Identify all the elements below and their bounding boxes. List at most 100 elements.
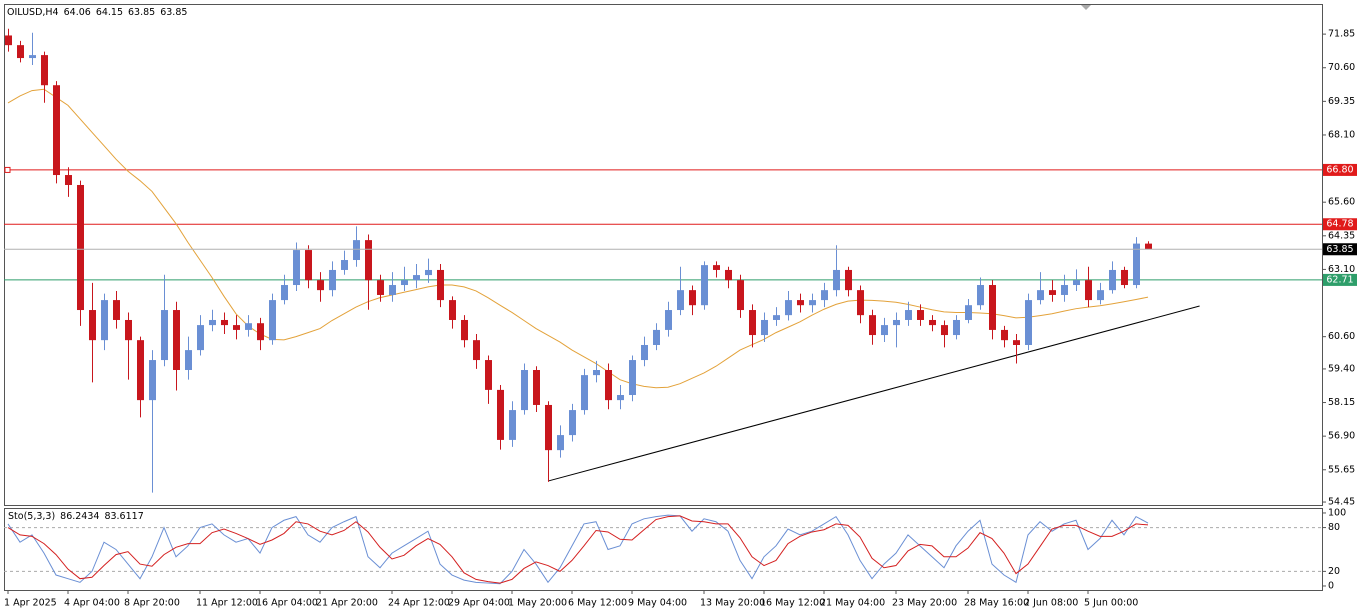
candle-body [809,300,816,306]
x-tick-label: 5 Jun 00:00 [1084,598,1138,609]
candle-body [1109,269,1116,291]
level-label-box [1323,163,1357,176]
candle-body [521,370,528,411]
candle-body [305,250,312,281]
x-tick-label: 29 Apr 04:00 [448,598,510,609]
candle-body [485,360,492,390]
level-label: 66.80 [1326,164,1353,175]
candle-body [905,310,912,320]
price-label-box [1323,243,1357,256]
candle-body [953,319,960,336]
candle-body [545,404,552,451]
y-tick-label: 20 [1328,566,1340,577]
candle-body [113,300,120,320]
candle-body [1013,340,1020,345]
candle-body [929,319,936,326]
level-anchor [4,166,11,173]
candle-body [221,319,228,326]
oscillator-title: Sto(5,3,3) [8,511,55,522]
candle-body [365,240,372,281]
candle-body [1073,280,1080,286]
x-tick-label: 4 Apr 04:00 [64,598,120,609]
x-tick-label: 16 May 12:00 [760,598,825,609]
trendline [547,305,1200,482]
candle-body [17,45,24,59]
y-tick-label: 100 [1328,507,1346,518]
y-tick-label: 55.65 [1328,464,1355,475]
candle-body [161,310,168,361]
y-tick-label: 69.35 [1328,96,1355,107]
candle-body [437,269,444,301]
candle-body [1061,285,1068,295]
x-tick-label: 16 Apr 04:00 [256,598,318,609]
y-tick-label: 71.85 [1328,29,1355,40]
candle-body [917,310,924,320]
y-tick-label: 64.35 [1328,230,1355,241]
level-label: 64.78 [1326,219,1353,230]
candle-body [353,240,360,261]
candle-body [677,290,684,311]
ohlc-open: 64.06 [64,7,91,18]
ohlc-high: 64.15 [96,7,123,18]
candle-body [5,35,12,46]
oscillator-value: 86.2434 [60,511,99,522]
candle-body [461,319,468,341]
candle-body [689,290,696,306]
oscillator-header: Sto(5,3,3) 86.2434 83.6117 [8,511,144,522]
candle-body [749,310,756,336]
x-tick-label: 8 Apr 20:00 [124,598,180,609]
candle-body [473,340,480,361]
candle-body [425,269,432,276]
candle-body [29,55,36,59]
x-tick-label: 21 May 04:00 [820,598,885,609]
x-tick-label: 1 Apr 2025 [4,598,57,609]
candle-body [1049,290,1056,295]
candle-body [77,184,84,311]
candle-body [41,55,48,86]
candle-body [1025,300,1032,345]
candle-body [329,269,336,291]
oscillator-line [7,514,1149,585]
candle-body [185,350,192,371]
candle-body [509,410,516,440]
candle-body [605,370,612,401]
y-tick-label: 60.60 [1328,331,1355,342]
candle-body [965,305,972,320]
candle-body [581,375,588,411]
y-tick-label: 59.40 [1328,363,1355,374]
candle-body [209,319,216,326]
candle-body [53,85,60,176]
candle-body [317,280,324,291]
candle-body [641,344,648,361]
candle-body [1037,290,1044,301]
candle-body [341,260,348,270]
candle-body [893,319,900,326]
main-panel [4,4,1323,506]
x-tick-label: 23 May 20:00 [892,598,957,609]
candle-body [1121,269,1128,286]
x-tick-label: 2 Jun 08:00 [1024,598,1078,609]
y-tick-label: 80 [1328,522,1340,533]
candle-body [617,395,624,401]
moving-average [7,88,1149,389]
candle-body [449,300,456,320]
candle-body [713,265,720,270]
candle-body [377,280,384,295]
candle-body [653,329,660,345]
candle-body [665,310,672,330]
candle-body [725,269,732,281]
candle-body [569,410,576,436]
candle-body [989,285,996,330]
candle-body [1097,290,1104,301]
candle-body [125,319,132,341]
x-tick-label: 28 May 16:00 [964,598,1029,609]
candle-body [269,300,276,341]
candle-body [941,325,948,336]
candle-body [845,269,852,291]
candle-body [101,300,108,341]
y-tick-label: 68.10 [1328,129,1355,140]
candle-body [233,325,240,330]
x-tick-label: 6 May 12:00 [568,598,627,609]
level-label-box [1323,273,1357,286]
